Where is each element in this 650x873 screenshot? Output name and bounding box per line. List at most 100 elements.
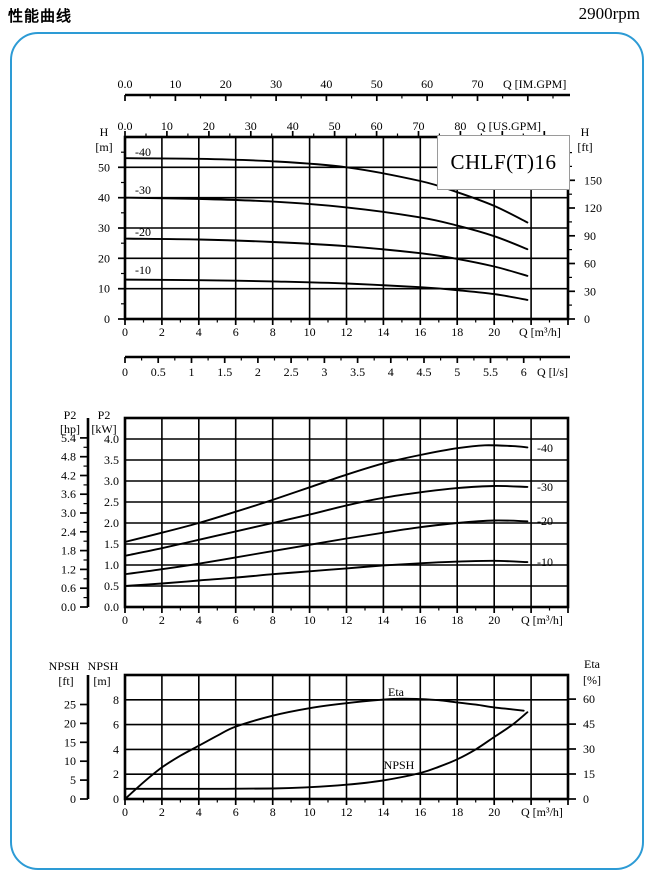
tick-label: 8 bbox=[270, 805, 276, 819]
q-imgpm-axis: 0.0 10 20 30 40 50 60 70 Q [IM.GPM] bbox=[118, 77, 570, 101]
tick-label: 4 bbox=[196, 325, 202, 339]
curve-20 bbox=[124, 519, 529, 576]
curve-40 bbox=[124, 444, 529, 543]
axis-unit-label: Q [l/s] bbox=[537, 365, 568, 379]
chart-text: [ft] bbox=[58, 674, 73, 688]
tick-label: 10 bbox=[304, 805, 316, 819]
tick-label: 20 bbox=[488, 613, 500, 627]
q-m3h-axis: 0 2 4 6 8 10 12 14 16 18 20 Q [m³/h] bbox=[122, 799, 569, 819]
tick-label: 0 bbox=[122, 613, 128, 627]
chart-text: NPSH bbox=[49, 659, 80, 673]
model-label-box: CHLF(T)16 bbox=[437, 135, 570, 190]
tick-label: 1.0 bbox=[104, 558, 119, 572]
tick-label: 50 bbox=[98, 160, 110, 174]
chart-text: H bbox=[100, 125, 109, 139]
tick-label: 20 bbox=[488, 805, 500, 819]
tick-label: 6 bbox=[233, 613, 239, 627]
chart-text: -40 bbox=[135, 145, 151, 159]
tick-label: 10 bbox=[64, 754, 76, 768]
chart-text: [hp] bbox=[60, 422, 80, 436]
tick-label: 15 bbox=[583, 767, 595, 781]
tick-label: 6 bbox=[521, 365, 527, 379]
power-chart: 0.0 0.5 1.0 1.5 2.0 2.5 3.0 3.5 4.0 0.0 0.6 1.2 1.8 2… bbox=[60, 408, 570, 627]
tick-label: 5.4 bbox=[61, 431, 76, 445]
tick-label: 2.5 bbox=[104, 495, 119, 509]
axis-unit-label: Q [US.GPM] bbox=[477, 119, 541, 133]
tick-label: 1.2 bbox=[61, 562, 76, 576]
tick-label: 18 bbox=[451, 805, 463, 819]
tick-label: 4 bbox=[196, 805, 202, 819]
chart-text: H bbox=[581, 125, 590, 139]
axis-unit-label: Q [m³/h] bbox=[519, 325, 561, 339]
tick-label: 0 bbox=[122, 325, 128, 339]
npsh-m-axis: 0 2 4 6 8 bbox=[113, 693, 119, 806]
chart-text: -30 bbox=[135, 183, 151, 197]
tick-label: 16 bbox=[414, 805, 426, 819]
tick-label: 4.8 bbox=[61, 450, 76, 464]
tick-label: 16 bbox=[414, 325, 426, 339]
tick-label: 12 bbox=[341, 325, 353, 339]
tick-label: 1.5 bbox=[104, 537, 119, 551]
tick-label: 0 bbox=[584, 312, 590, 326]
tick-label: 0 bbox=[583, 792, 589, 806]
eta-pct-axis: 0 15 30 45 60 bbox=[568, 692, 595, 806]
tick-label: 2 bbox=[113, 767, 119, 781]
tick-label: 18 bbox=[451, 325, 463, 339]
tick-label: 0.0 bbox=[104, 600, 119, 614]
q-usgpm-axis: 0.0 10 20 30 40 50 60 70 80 Q [US.GPM] bbox=[118, 119, 546, 137]
tick-label: 60 bbox=[584, 257, 596, 271]
tick-label: 60 bbox=[421, 77, 433, 91]
tick-label: 10 bbox=[304, 325, 316, 339]
tick-label: 70 bbox=[472, 77, 484, 91]
chart-text: -10 bbox=[135, 263, 151, 277]
tick-label: 15 bbox=[64, 735, 76, 749]
tick-label: 50 bbox=[371, 77, 383, 91]
tick-label: 45 bbox=[583, 717, 595, 731]
tick-label: 5 bbox=[70, 773, 76, 787]
tick-label: 80 bbox=[454, 119, 466, 133]
tick-label: 3.5 bbox=[350, 365, 365, 379]
curveEta bbox=[124, 697, 525, 800]
chart-text: [ft] bbox=[577, 140, 592, 154]
tick-label: 60 bbox=[583, 692, 595, 706]
tick-label: 2.4 bbox=[61, 525, 76, 539]
tick-label: 6 bbox=[233, 325, 239, 339]
tick-label: 60 bbox=[371, 119, 383, 133]
tick-label: 3.5 bbox=[104, 453, 119, 467]
rpm-label: 2900rpm bbox=[578, 4, 640, 23]
tick-label: 4.5 bbox=[417, 365, 432, 379]
q-ls-axis: 0 0.5 1 1.5 2 2.5 3 3.5 4 4.5 5 5.5 6 Q [l/s] bbox=[122, 355, 570, 379]
tick-label: 50 bbox=[329, 119, 341, 133]
tick-label: 0 bbox=[104, 312, 110, 326]
tick-label: 40 bbox=[320, 77, 332, 91]
tick-label: 0.6 bbox=[61, 581, 76, 595]
tick-label: 20 bbox=[220, 77, 232, 91]
curve-10 bbox=[124, 278, 529, 301]
tick-label: 40 bbox=[287, 119, 299, 133]
tick-label: 18 bbox=[451, 613, 463, 627]
tick-label: 1.8 bbox=[61, 544, 76, 558]
p2-kw-axis: 0.0 0.5 1.0 1.5 2.0 2.5 3.0 3.5 4.0 bbox=[104, 432, 119, 614]
tick-label: 10 bbox=[161, 119, 173, 133]
tick-label: 2 bbox=[159, 613, 165, 627]
tick-label: 70 bbox=[413, 119, 425, 133]
chart-text: [kW] bbox=[91, 422, 116, 436]
tick-label: 6 bbox=[113, 718, 119, 732]
tick-label: 30 bbox=[584, 284, 596, 298]
chart-text: NPSH bbox=[384, 758, 415, 772]
tick-label: 0.0 bbox=[118, 119, 133, 133]
chart-text: -40 bbox=[537, 441, 553, 455]
tick-label: 2 bbox=[159, 805, 165, 819]
tick-label: 3.0 bbox=[61, 506, 76, 520]
tick-label: 4.0 bbox=[104, 432, 119, 446]
curve-10 bbox=[124, 559, 529, 587]
chart-text: -20 bbox=[537, 514, 553, 528]
tick-label: 3.0 bbox=[104, 474, 119, 488]
h-ft-axis: 0 30 60 90 120 150 bbox=[568, 152, 602, 326]
tick-label: 0.5 bbox=[151, 365, 166, 379]
tick-label: 2.5 bbox=[284, 365, 299, 379]
npsh-ft-axis: 0 5 10 15 20 25 bbox=[64, 675, 90, 806]
p2-hp-axis: 0.0 0.6 1.2 1.8 2.4 3.0 3.6 4.2 4.8 5.4 bbox=[61, 418, 90, 614]
chart-text: P2 bbox=[64, 408, 77, 422]
